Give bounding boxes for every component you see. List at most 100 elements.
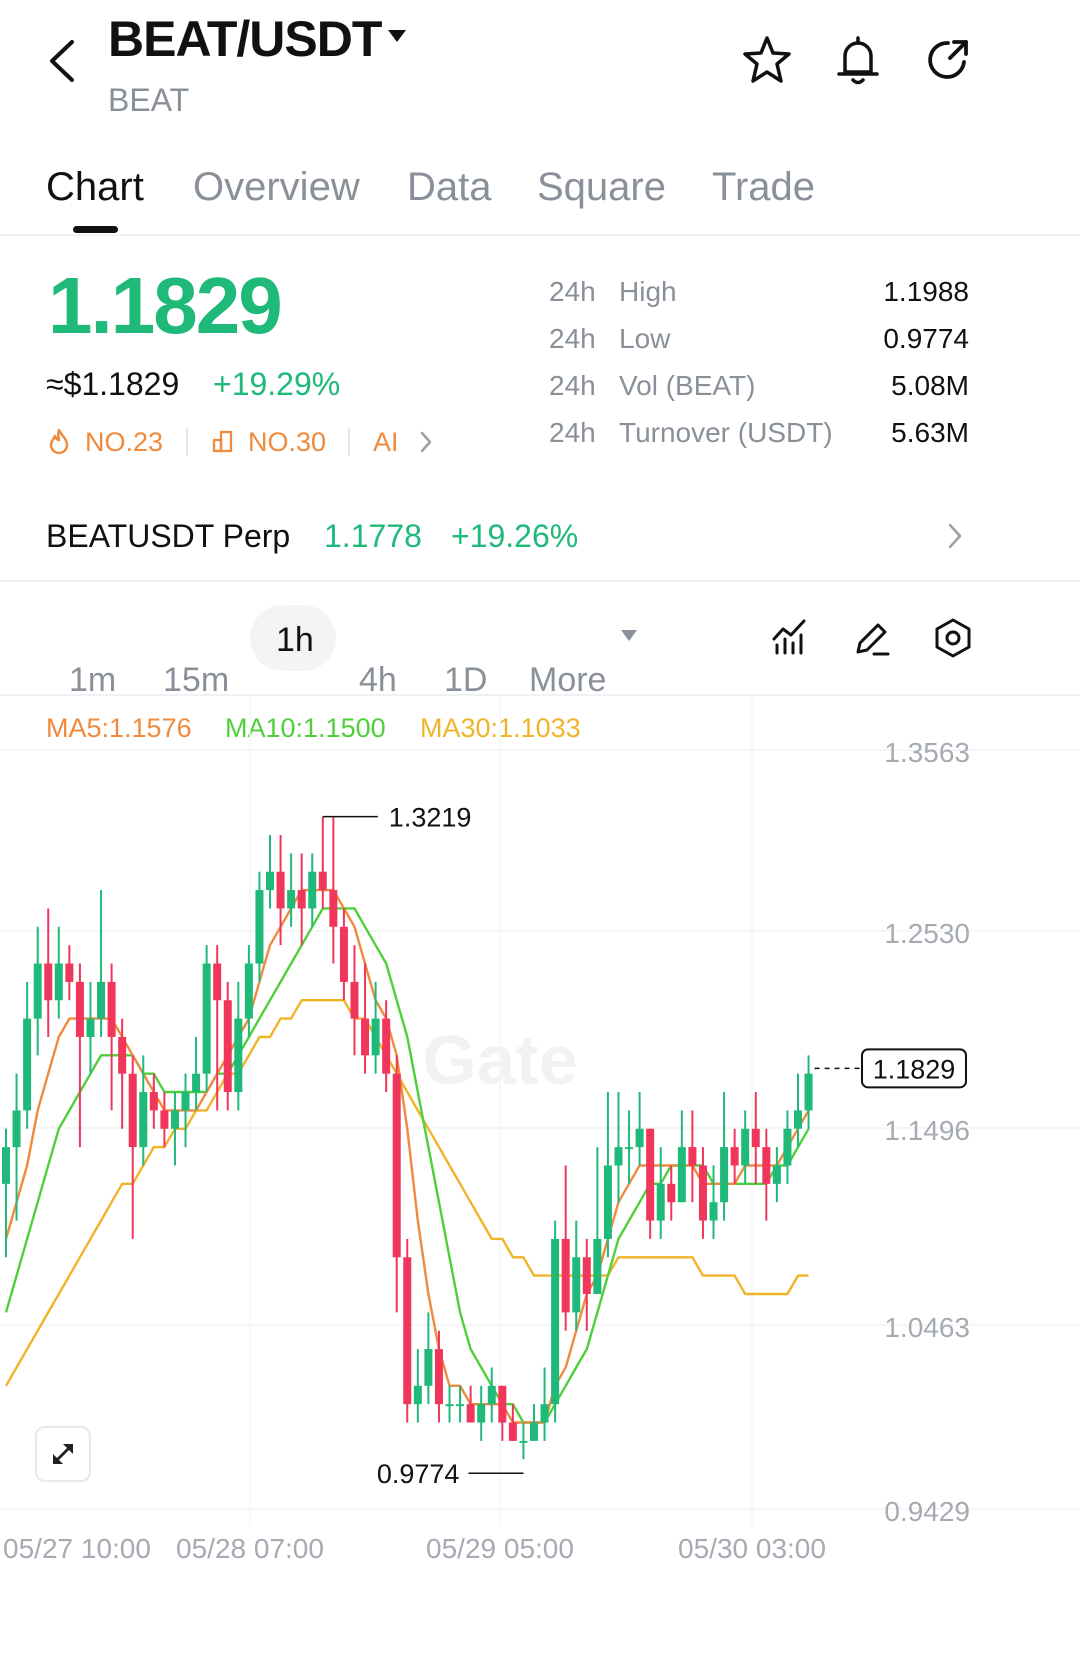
- ma10-label: MA10:1.1500: [225, 713, 386, 743]
- candle: [794, 1073, 802, 1148]
- candle: [741, 1110, 750, 1184]
- timeframe-1h-selected[interactable]: 1h: [250, 605, 336, 671]
- timeframe-divider: [0, 694, 1080, 696]
- ai-link[interactable]: AI: [373, 427, 399, 457]
- y-tick-label: 0.9429: [884, 1496, 970, 1527]
- back-arrow-icon[interactable]: [44, 38, 80, 84]
- candle: [593, 1147, 602, 1295]
- candle: [44, 908, 53, 1037]
- last-price-tag-label: 1.1829: [873, 1054, 956, 1084]
- y-tick-label: 1.1496: [884, 1115, 970, 1146]
- last-price: 1.1829: [48, 261, 283, 350]
- candlestick-chart[interactable]: 1.3563 1.2530 1.1496 1.0463 0.9429 05/27 10:0…: [0, 696, 1080, 1668]
- tab-active-indicator: [73, 226, 118, 233]
- star-icon[interactable]: [741, 35, 793, 85]
- candle: [625, 1110, 634, 1184]
- candle: [244, 945, 253, 1037]
- low-label: 0.9774: [377, 1459, 460, 1489]
- hot-rank[interactable]: NO.23: [85, 427, 164, 457]
- stat-label: Turnover (USDT): [619, 417, 833, 448]
- candle: [97, 890, 106, 1037]
- base-asset-label: BEAT: [108, 82, 190, 118]
- timeframe-1h-label: 1h: [276, 621, 314, 659]
- timeframe-more[interactable]: More: [529, 661, 607, 699]
- perp-price: 1.1778: [324, 518, 422, 554]
- pencil-icon[interactable]: [852, 618, 892, 658]
- candle: [424, 1312, 433, 1405]
- fire-icon: [49, 428, 69, 455]
- candle: [762, 1128, 771, 1221]
- candle: [371, 981, 380, 1074]
- candle: [118, 1018, 127, 1129]
- timeframe-15m[interactable]: 15m: [163, 661, 230, 699]
- stat-value: 5.08M: [891, 370, 969, 401]
- candle: [234, 981, 243, 1111]
- candle: [23, 981, 32, 1129]
- candle: [75, 963, 84, 1148]
- candle: [65, 945, 74, 1001]
- candle: [160, 1092, 169, 1148]
- candle: [709, 1165, 718, 1239]
- tab-data[interactable]: Data: [407, 165, 492, 209]
- candle: [530, 1404, 538, 1441]
- timeframe-1d[interactable]: 1D: [444, 661, 488, 699]
- candle: [392, 1055, 401, 1313]
- share-icon[interactable]: [924, 36, 972, 84]
- candle: [477, 1385, 486, 1441]
- candle: [646, 1128, 655, 1239]
- stat-period: 24h: [549, 323, 596, 354]
- candle: [751, 1092, 760, 1184]
- timeframe-1m[interactable]: 1m: [69, 661, 117, 699]
- tab-square[interactable]: Square: [537, 165, 666, 209]
- candle: [223, 981, 232, 1111]
- bell-icon[interactable]: [835, 34, 881, 86]
- candle: [181, 1073, 190, 1148]
- candle: [445, 1385, 454, 1423]
- volume-rank[interactable]: NO.30: [248, 427, 327, 457]
- stat-period: 24h: [549, 370, 596, 401]
- candle: [266, 835, 274, 909]
- candle: [361, 963, 370, 1074]
- expand-icon: [53, 1444, 73, 1464]
- chevron-right-icon[interactable]: [418, 430, 434, 454]
- candle: [456, 1385, 465, 1423]
- candle: [2, 1128, 10, 1258]
- rank-separator-2: [348, 428, 350, 456]
- candle: [519, 1422, 528, 1460]
- tab-trade[interactable]: Trade: [712, 165, 816, 209]
- candle: [297, 853, 306, 946]
- settings-icon[interactable]: [933, 617, 973, 659]
- candle: [804, 1055, 813, 1129]
- perp-change: +19.26%: [451, 518, 579, 554]
- candle: [783, 1110, 792, 1184]
- candle: [540, 1367, 549, 1441]
- stat-value: 0.9774: [883, 323, 969, 354]
- rank-separator: [186, 428, 188, 456]
- x-tick-label: 05/30 03:00: [678, 1533, 826, 1564]
- watermark: Gate: [422, 1021, 578, 1099]
- x-tick-label: 05/29 05:00: [426, 1533, 574, 1564]
- candle: [688, 1110, 697, 1203]
- candle: [86, 981, 95, 1074]
- perp-divider: [0, 580, 1080, 582]
- x-tick-label: 05/28 07:00: [176, 1533, 324, 1564]
- pair-title[interactable]: BEAT/USDT: [108, 11, 382, 67]
- candle: [107, 963, 116, 1111]
- candle: [466, 1385, 475, 1423]
- tab-overview[interactable]: Overview: [193, 165, 360, 209]
- y-tick-label: 1.0463: [884, 1312, 970, 1343]
- expand-button[interactable]: [35, 1426, 91, 1482]
- timeframe-4h[interactable]: 4h: [359, 661, 397, 699]
- candle: [656, 1147, 665, 1239]
- indicator-icon[interactable]: [771, 617, 809, 657]
- tab-chart[interactable]: Chart: [46, 165, 144, 209]
- caret-down-icon[interactable]: [386, 28, 408, 44]
- caret-down-icon[interactable]: [620, 629, 638, 643]
- perp-row[interactable]: BEATUSDT Perp 1.1778 +19.26%: [0, 490, 1080, 580]
- candle: [720, 1092, 729, 1221]
- candle: [572, 1220, 581, 1331]
- ma5-line: [4, 888, 810, 1424]
- candle: [677, 1110, 686, 1203]
- last-price-tag: [861, 1048, 967, 1089]
- candle: [170, 1092, 179, 1166]
